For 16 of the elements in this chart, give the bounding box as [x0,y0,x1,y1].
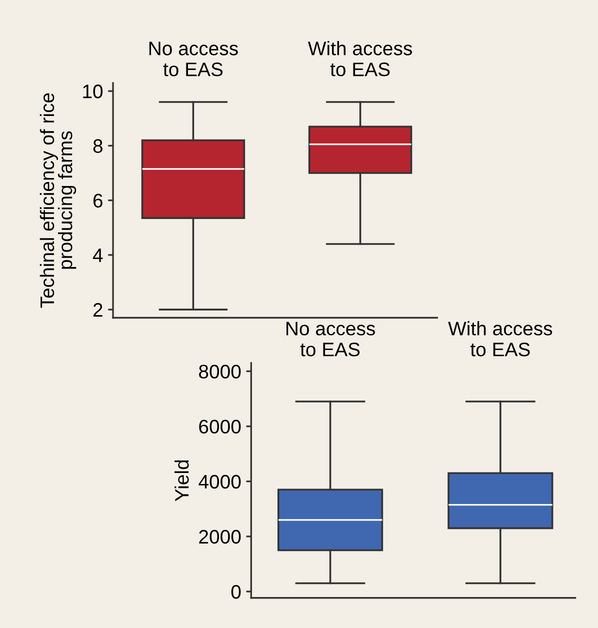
x-tick-label: With access to EAS [448,321,552,356]
y-tick-label: 4000 [198,474,241,489]
x-tick-label: No access to EAS [149,42,238,76]
y-axis-title: Techinal efficiency of rice producing farms [40,93,76,308]
y-tick-label: 2000 [199,530,241,544]
y-tick-label: 8000 [199,364,241,378]
x-tick-label: No access to EAS [286,322,375,356]
y-tick-label: 0 [231,584,241,599]
y-tick-label: 10 [83,84,103,98]
y-axis-title: Yield [174,460,189,502]
y-tick-label: 6 [93,194,102,208]
y-tick-label: 8 [93,139,102,153]
x-tick-label: With access to EAS [308,41,412,76]
y-tick-label: 6000 [199,420,241,434]
y-tick-label: 2 [93,303,102,317]
y-tick-label: 4 [92,248,103,262]
